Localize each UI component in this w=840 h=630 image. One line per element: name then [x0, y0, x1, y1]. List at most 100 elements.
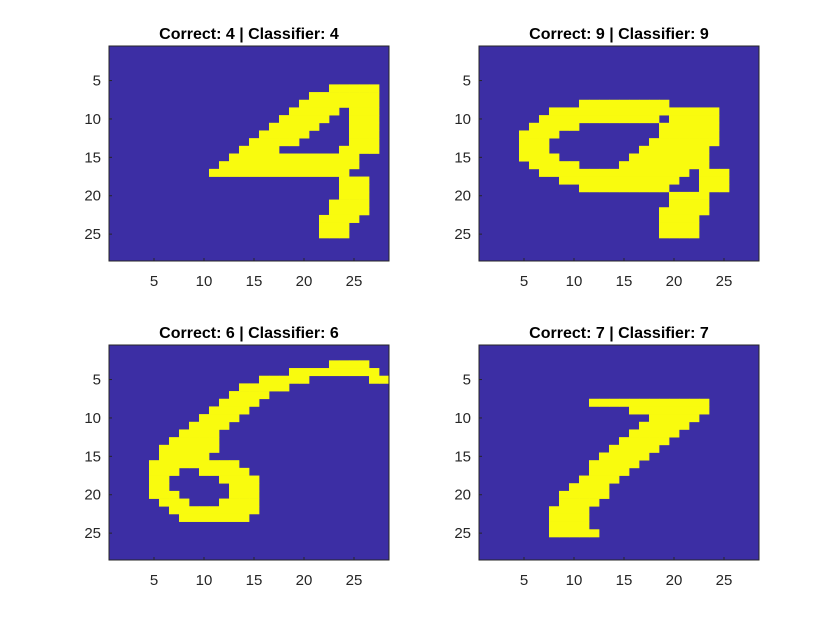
pixel — [599, 168, 610, 177]
pixel — [579, 483, 590, 492]
pixel — [549, 107, 560, 116]
pixel — [259, 130, 270, 139]
pixel — [579, 184, 590, 193]
pixel — [709, 184, 720, 193]
pixel — [259, 168, 270, 177]
pixel — [169, 506, 180, 515]
pixel — [629, 429, 640, 438]
pixel — [329, 207, 340, 216]
pixel — [329, 84, 340, 93]
pixel — [269, 375, 280, 384]
pixel — [259, 145, 270, 154]
pixel — [209, 168, 220, 177]
pixel — [569, 176, 580, 185]
pixel — [569, 115, 580, 124]
pixel — [369, 375, 380, 384]
pixel — [589, 498, 600, 507]
y-tick-label: 5 — [93, 372, 101, 389]
pixel — [649, 161, 660, 170]
pixel — [229, 414, 240, 423]
pixel — [609, 176, 620, 185]
pixel — [659, 421, 670, 430]
pixel — [239, 483, 250, 492]
pixel — [299, 122, 310, 131]
subplot-2-x-axis: 5 10 15 20 25 — [520, 258, 732, 290]
pixel — [629, 168, 640, 177]
pixel — [279, 375, 290, 384]
pixel — [709, 176, 720, 185]
y-tick-label: 20 — [84, 487, 101, 504]
pixel — [699, 122, 710, 131]
pixel — [249, 168, 260, 177]
pixel — [699, 138, 710, 147]
subplot-4-y-axis: 5 10 15 20 25 — [454, 372, 482, 542]
pixel — [199, 452, 210, 461]
pixel — [269, 138, 280, 147]
pixel — [679, 168, 690, 177]
pixel — [669, 115, 680, 124]
pixel — [699, 191, 710, 200]
pixel — [639, 444, 650, 453]
pixel — [659, 414, 670, 423]
pixel — [309, 122, 320, 131]
pixel — [639, 115, 650, 124]
pixel — [289, 107, 300, 116]
pixel — [679, 207, 690, 216]
pixel — [169, 460, 180, 469]
pixel — [539, 161, 550, 170]
subplot-2-image — [479, 46, 759, 261]
pixel — [369, 122, 380, 131]
pixel — [269, 383, 280, 392]
pixel — [339, 99, 350, 108]
y-tick-label: 10 — [84, 111, 101, 128]
subplot-3-frame — [108, 344, 390, 561]
pixel — [339, 360, 350, 369]
pixel — [549, 115, 560, 124]
pixel — [209, 429, 220, 438]
pixel — [599, 452, 610, 461]
pixel — [239, 475, 250, 484]
pixel — [339, 222, 350, 231]
pixel — [689, 222, 700, 231]
pixel — [339, 84, 350, 93]
pixel — [239, 498, 250, 507]
pixel — [699, 184, 710, 193]
pixel — [219, 168, 230, 177]
pixel — [309, 115, 320, 124]
pixel — [599, 107, 610, 116]
pixel — [159, 460, 170, 469]
pixel — [709, 130, 720, 139]
subplot-4-frame — [478, 344, 760, 561]
pixel — [679, 145, 690, 154]
pixel — [659, 184, 670, 193]
pixel — [229, 467, 240, 476]
pixel — [689, 161, 700, 170]
pixel — [589, 168, 600, 177]
pixel — [619, 437, 630, 446]
pixel — [339, 230, 350, 239]
pixel — [539, 145, 550, 154]
pixel — [329, 168, 340, 177]
subplot-1-image — [109, 46, 389, 261]
pixel — [639, 168, 650, 177]
pixel — [589, 483, 600, 492]
pixel — [329, 230, 340, 239]
pixel — [549, 122, 560, 131]
pixel — [219, 460, 230, 469]
pixel — [629, 153, 640, 162]
pixel — [309, 107, 320, 116]
pixel — [269, 130, 280, 139]
pixel — [169, 444, 180, 453]
subplot-1-x-axis: 5 10 15 20 25 — [150, 258, 362, 290]
pixel — [659, 99, 670, 108]
pixel — [659, 214, 670, 223]
pixel — [619, 184, 630, 193]
pixel — [309, 161, 320, 170]
pixel — [659, 161, 670, 170]
pixel — [219, 513, 230, 522]
pixel — [529, 138, 540, 147]
y-tick-label: 20 — [84, 188, 101, 205]
pixel — [649, 153, 660, 162]
subplot-1-title: Correct: 4 | Classifier: 4 — [159, 26, 339, 43]
